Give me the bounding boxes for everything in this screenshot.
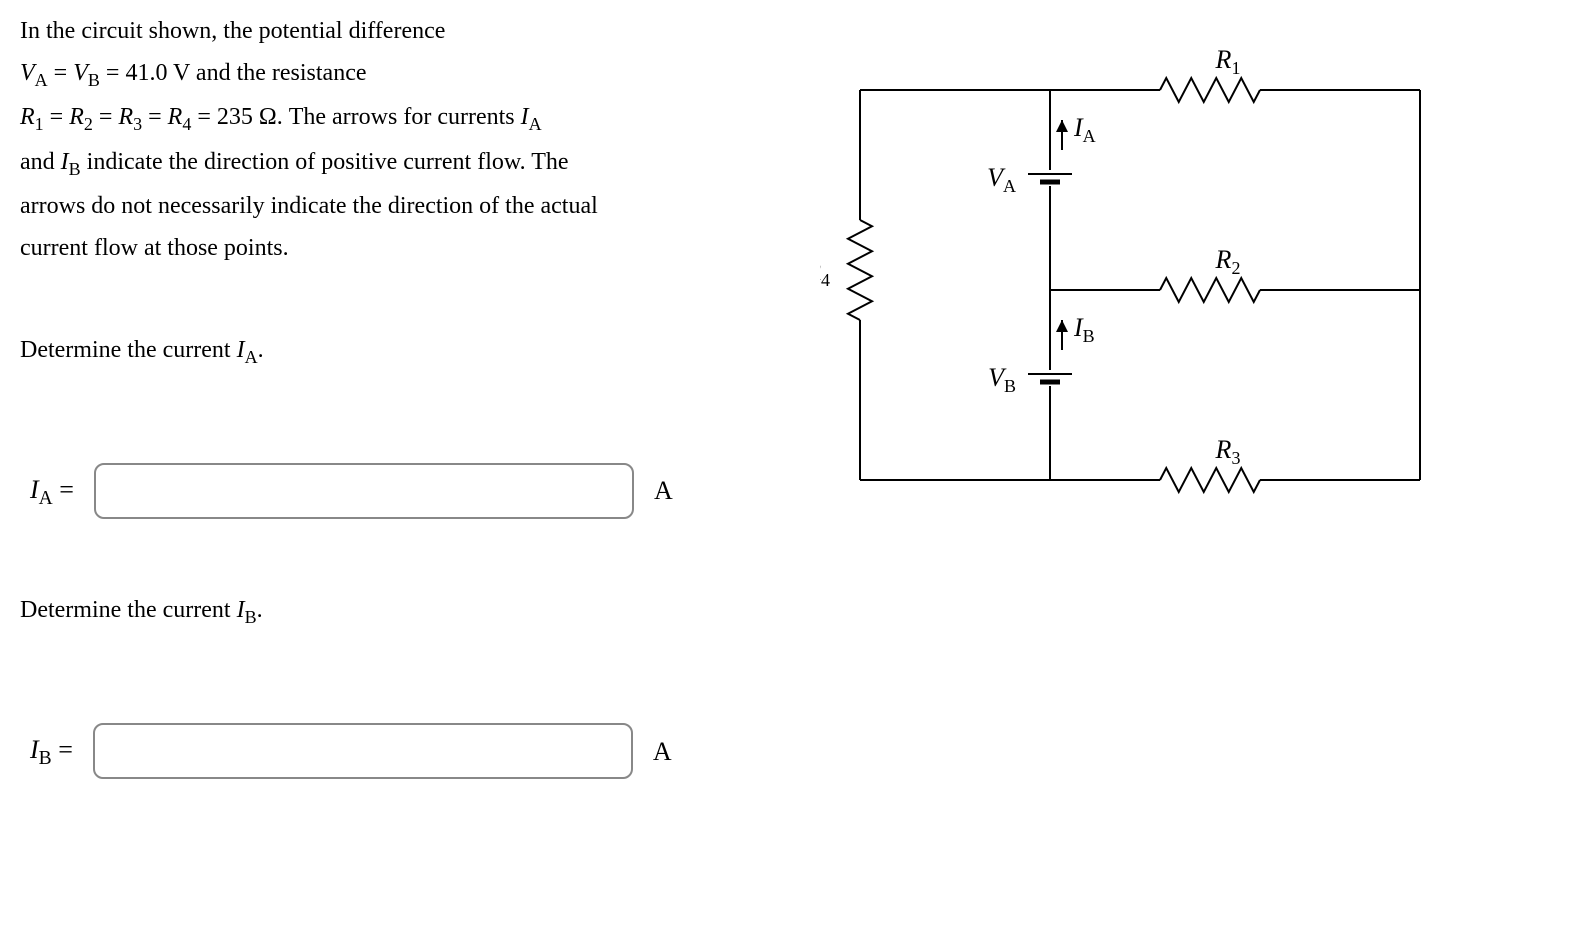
svg-text:R4: R4 <box>820 257 830 290</box>
svg-text:R1: R1 <box>1215 45 1241 78</box>
unit-ib: A <box>653 729 672 775</box>
answer-row-ia: IA = A <box>30 463 740 519</box>
prompt-ib: Determine the current IB. <box>20 589 740 633</box>
svg-text:R2: R2 <box>1215 245 1241 278</box>
problem-text: In the circuit shown, the potential diff… <box>20 10 740 269</box>
label-ia: IA = <box>30 467 74 516</box>
svg-text:VA: VA <box>987 163 1016 196</box>
label-ib: IB = <box>30 727 73 776</box>
svg-text:IB: IB <box>1073 313 1095 346</box>
prompt-ia: Determine the current IA. <box>20 329 740 373</box>
svg-text:VB: VB <box>988 363 1016 396</box>
answer-row-ib: IB = A <box>30 723 740 779</box>
unit-ia: A <box>654 468 673 514</box>
circuit-diagram: R1 R2 R3 R4 VA IA VB IB <box>820 30 1460 510</box>
input-ia[interactable] <box>94 463 634 519</box>
input-ib[interactable] <box>93 723 633 779</box>
svg-text:IA: IA <box>1073 113 1096 146</box>
svg-text:R3: R3 <box>1215 435 1241 468</box>
